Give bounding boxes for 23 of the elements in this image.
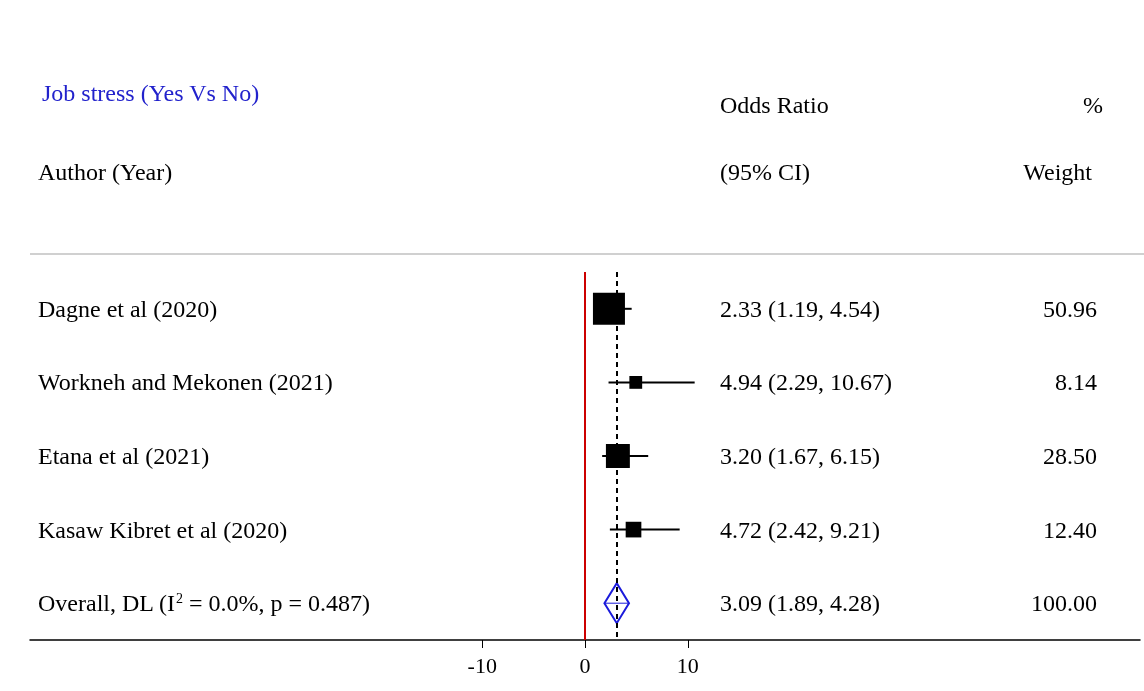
y-tick-label: Kasaw Kibret et al (2020) — [38, 516, 288, 543]
chart-title: Job stress (Yes Vs No) — [42, 80, 260, 106]
annotation: 4.94 (2.29, 10.67) — [720, 369, 892, 396]
annotation: 50.96 — [1043, 295, 1097, 322]
annotation: 2.33 (1.19, 4.54) — [720, 295, 880, 322]
annotation: 4.72 (2.42, 9.21) — [720, 516, 880, 543]
x-tick-label: 10 — [676, 652, 699, 678]
annotation: 3.09 (1.89, 4.28) — [720, 590, 880, 617]
annotation: 28.50 — [1043, 443, 1097, 469]
text: Odds Ratio — [720, 92, 829, 118]
x-tick-label: 0 — [579, 652, 591, 678]
y-tick-label: Workneh and Mekonen (2021) — [38, 369, 333, 396]
y-tick-label: Etana et al (2021) — [38, 443, 210, 469]
y-axis-title: Author (Year) — [38, 159, 173, 185]
text: % — [1083, 92, 1103, 118]
annotation: 8.14 — [1055, 369, 1097, 396]
text: (95% CI) — [720, 159, 810, 185]
y-tick-label: Dagne et al (2020) — [38, 295, 218, 322]
x-tick-label: -10 — [467, 652, 497, 678]
annotation: 3.20 (1.67, 6.15) — [720, 443, 880, 469]
annotation: 12.40 — [1043, 516, 1097, 543]
annotation: 100.00 — [1031, 590, 1097, 617]
text: Weight — [1023, 159, 1093, 185]
